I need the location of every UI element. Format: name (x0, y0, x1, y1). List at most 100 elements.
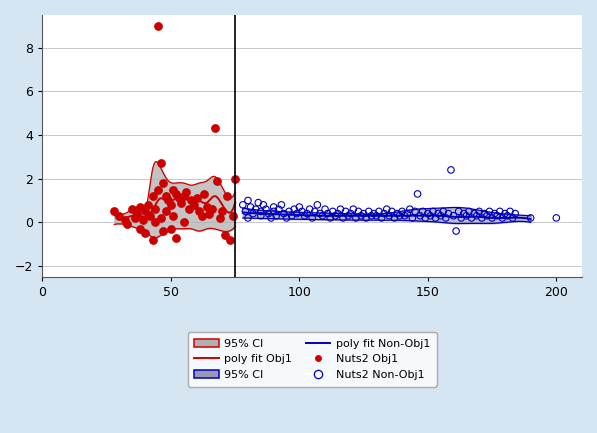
Point (140, 230, 150, 237)
Point (508, 214, 518, 221)
Point (140, 208, 150, 215)
Point (192, 195, 201, 202)
Point (446, 166, 456, 173)
Point (490, 210, 500, 217)
Point (136, 226, 145, 233)
Point (238, 201, 248, 208)
Point (171, 191, 181, 197)
Point (213, 178, 222, 184)
Point (331, 212, 340, 219)
Point (156, 160, 165, 167)
Point (428, 208, 438, 215)
Point (433, 210, 443, 217)
Point (485, 208, 494, 215)
Point (248, 210, 258, 217)
Point (158, 228, 168, 235)
Point (526, 214, 536, 221)
Point (467, 214, 476, 221)
Point (205, 210, 214, 217)
Point (395, 212, 404, 219)
Point (169, 212, 179, 219)
Point (431, 214, 441, 221)
Point (225, 236, 235, 243)
Point (374, 208, 384, 215)
Point (459, 210, 469, 217)
Point (315, 210, 325, 217)
Point (195, 208, 204, 215)
Point (408, 214, 417, 221)
Point (400, 212, 410, 219)
Point (305, 206, 315, 213)
Point (164, 197, 173, 204)
Point (451, 228, 461, 235)
Point (413, 191, 422, 197)
Point (416, 212, 425, 219)
Point (313, 201, 322, 208)
Point (150, 219, 160, 226)
Point (410, 208, 420, 215)
Point (361, 214, 371, 221)
Point (552, 214, 561, 221)
Point (256, 208, 266, 215)
Point (138, 216, 147, 223)
Point (423, 210, 433, 217)
Point (477, 214, 487, 221)
Point (243, 197, 253, 204)
Point (266, 214, 276, 221)
Point (276, 201, 286, 208)
Point (418, 208, 427, 215)
Point (351, 214, 361, 221)
Point (161, 208, 171, 215)
Point (148, 236, 158, 243)
Point (341, 208, 350, 215)
Point (364, 208, 374, 215)
Point (115, 212, 124, 219)
Point (444, 210, 453, 217)
Point (356, 212, 366, 219)
Point (472, 212, 481, 219)
Point (500, 210, 510, 217)
Point (230, 175, 240, 182)
Point (346, 210, 356, 217)
Point (294, 204, 304, 210)
Point (272, 212, 281, 219)
Point (130, 214, 140, 221)
Point (122, 221, 132, 228)
Point (461, 212, 471, 219)
Point (420, 214, 430, 221)
Point (482, 212, 492, 219)
Point (426, 212, 435, 219)
Point (136, 204, 145, 210)
Point (215, 214, 224, 221)
Point (284, 208, 294, 215)
Point (189, 201, 199, 208)
Point (405, 206, 415, 213)
Point (369, 210, 378, 217)
Point (259, 201, 268, 208)
Point (372, 212, 381, 219)
Point (217, 208, 227, 215)
Point (497, 214, 507, 221)
Point (146, 212, 155, 219)
Point (333, 210, 343, 217)
Point (156, 214, 165, 221)
Point (367, 212, 376, 219)
Point (282, 214, 291, 221)
Point (199, 191, 209, 197)
Point (379, 210, 389, 217)
Point (166, 226, 176, 233)
Point (349, 206, 358, 213)
Point (166, 201, 176, 208)
Point (307, 214, 317, 221)
Point (246, 204, 256, 210)
Point (274, 206, 284, 213)
Point (290, 206, 299, 213)
Point (228, 212, 238, 219)
Point (133, 210, 142, 217)
Point (454, 208, 463, 215)
Point (254, 199, 263, 206)
Point (402, 210, 412, 217)
Point (279, 210, 289, 217)
Point (343, 212, 353, 219)
Point (153, 186, 163, 193)
